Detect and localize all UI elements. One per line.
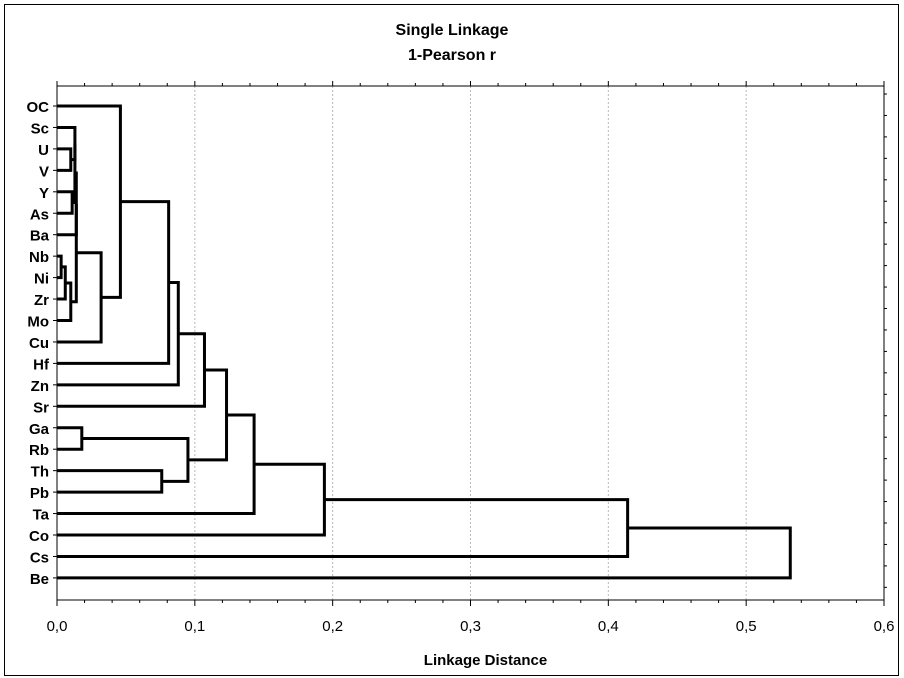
leaf-label: Zr [34, 292, 49, 309]
leaf-label: V [39, 163, 49, 180]
leaf-label: Cs [30, 549, 49, 566]
chart-title: Single Linkage [395, 22, 509, 39]
merge-link [57, 526, 792, 580]
x-tick-label: 0,0 [47, 618, 68, 635]
leaf-label: Mo [27, 314, 49, 331]
merge-link [57, 426, 84, 451]
leaf-label: Y [39, 185, 49, 202]
leaf-label: Th [31, 464, 49, 481]
x-tick-label: 0,2 [322, 618, 343, 635]
leaf-label: Ni [34, 271, 49, 288]
merge-link [57, 413, 256, 516]
merge-link [57, 190, 74, 215]
leaf-label: Rb [29, 442, 49, 459]
leaf-label: Ta [33, 507, 50, 524]
merge-link [187, 368, 229, 462]
leaf-label: Nb [29, 249, 49, 266]
chart-subtitle: 1-Pearson r [407, 47, 497, 64]
leaf-label: Be [30, 571, 49, 588]
leaf-label: U [38, 142, 49, 159]
merge-link [57, 498, 630, 558]
x-axis-label: Linkage Distance [424, 652, 547, 669]
merge-link [70, 203, 78, 304]
leaf-label: Co [29, 528, 49, 545]
leaf-label: Sc [31, 120, 49, 137]
leaf-label: Ba [30, 228, 50, 245]
x-tick-label: 0,1 [184, 618, 205, 635]
x-tick-label: 0,5 [736, 618, 757, 635]
x-tick-label: 0,4 [598, 618, 619, 635]
leaf-label: Cu [29, 335, 49, 352]
x-tick-label: 0,6 [874, 618, 895, 635]
merge-link [57, 332, 206, 408]
leaf-label: OC [27, 99, 50, 116]
merge-link [57, 469, 164, 494]
merge-link [57, 200, 171, 365]
leaf-label: Ga [29, 421, 50, 438]
leaf-label: Sr [33, 399, 49, 416]
chart-frame [4, 4, 899, 676]
leaf-label: Zn [31, 378, 49, 395]
leaf-label: Pb [30, 485, 49, 502]
merge-link [57, 147, 73, 172]
leaf-label: Hf [33, 356, 50, 373]
x-tick-label: 0,3 [460, 618, 481, 635]
merge-link [57, 462, 326, 537]
leaf-label: As [30, 206, 49, 223]
merge-link [57, 254, 63, 280]
merge-link [81, 436, 190, 483]
